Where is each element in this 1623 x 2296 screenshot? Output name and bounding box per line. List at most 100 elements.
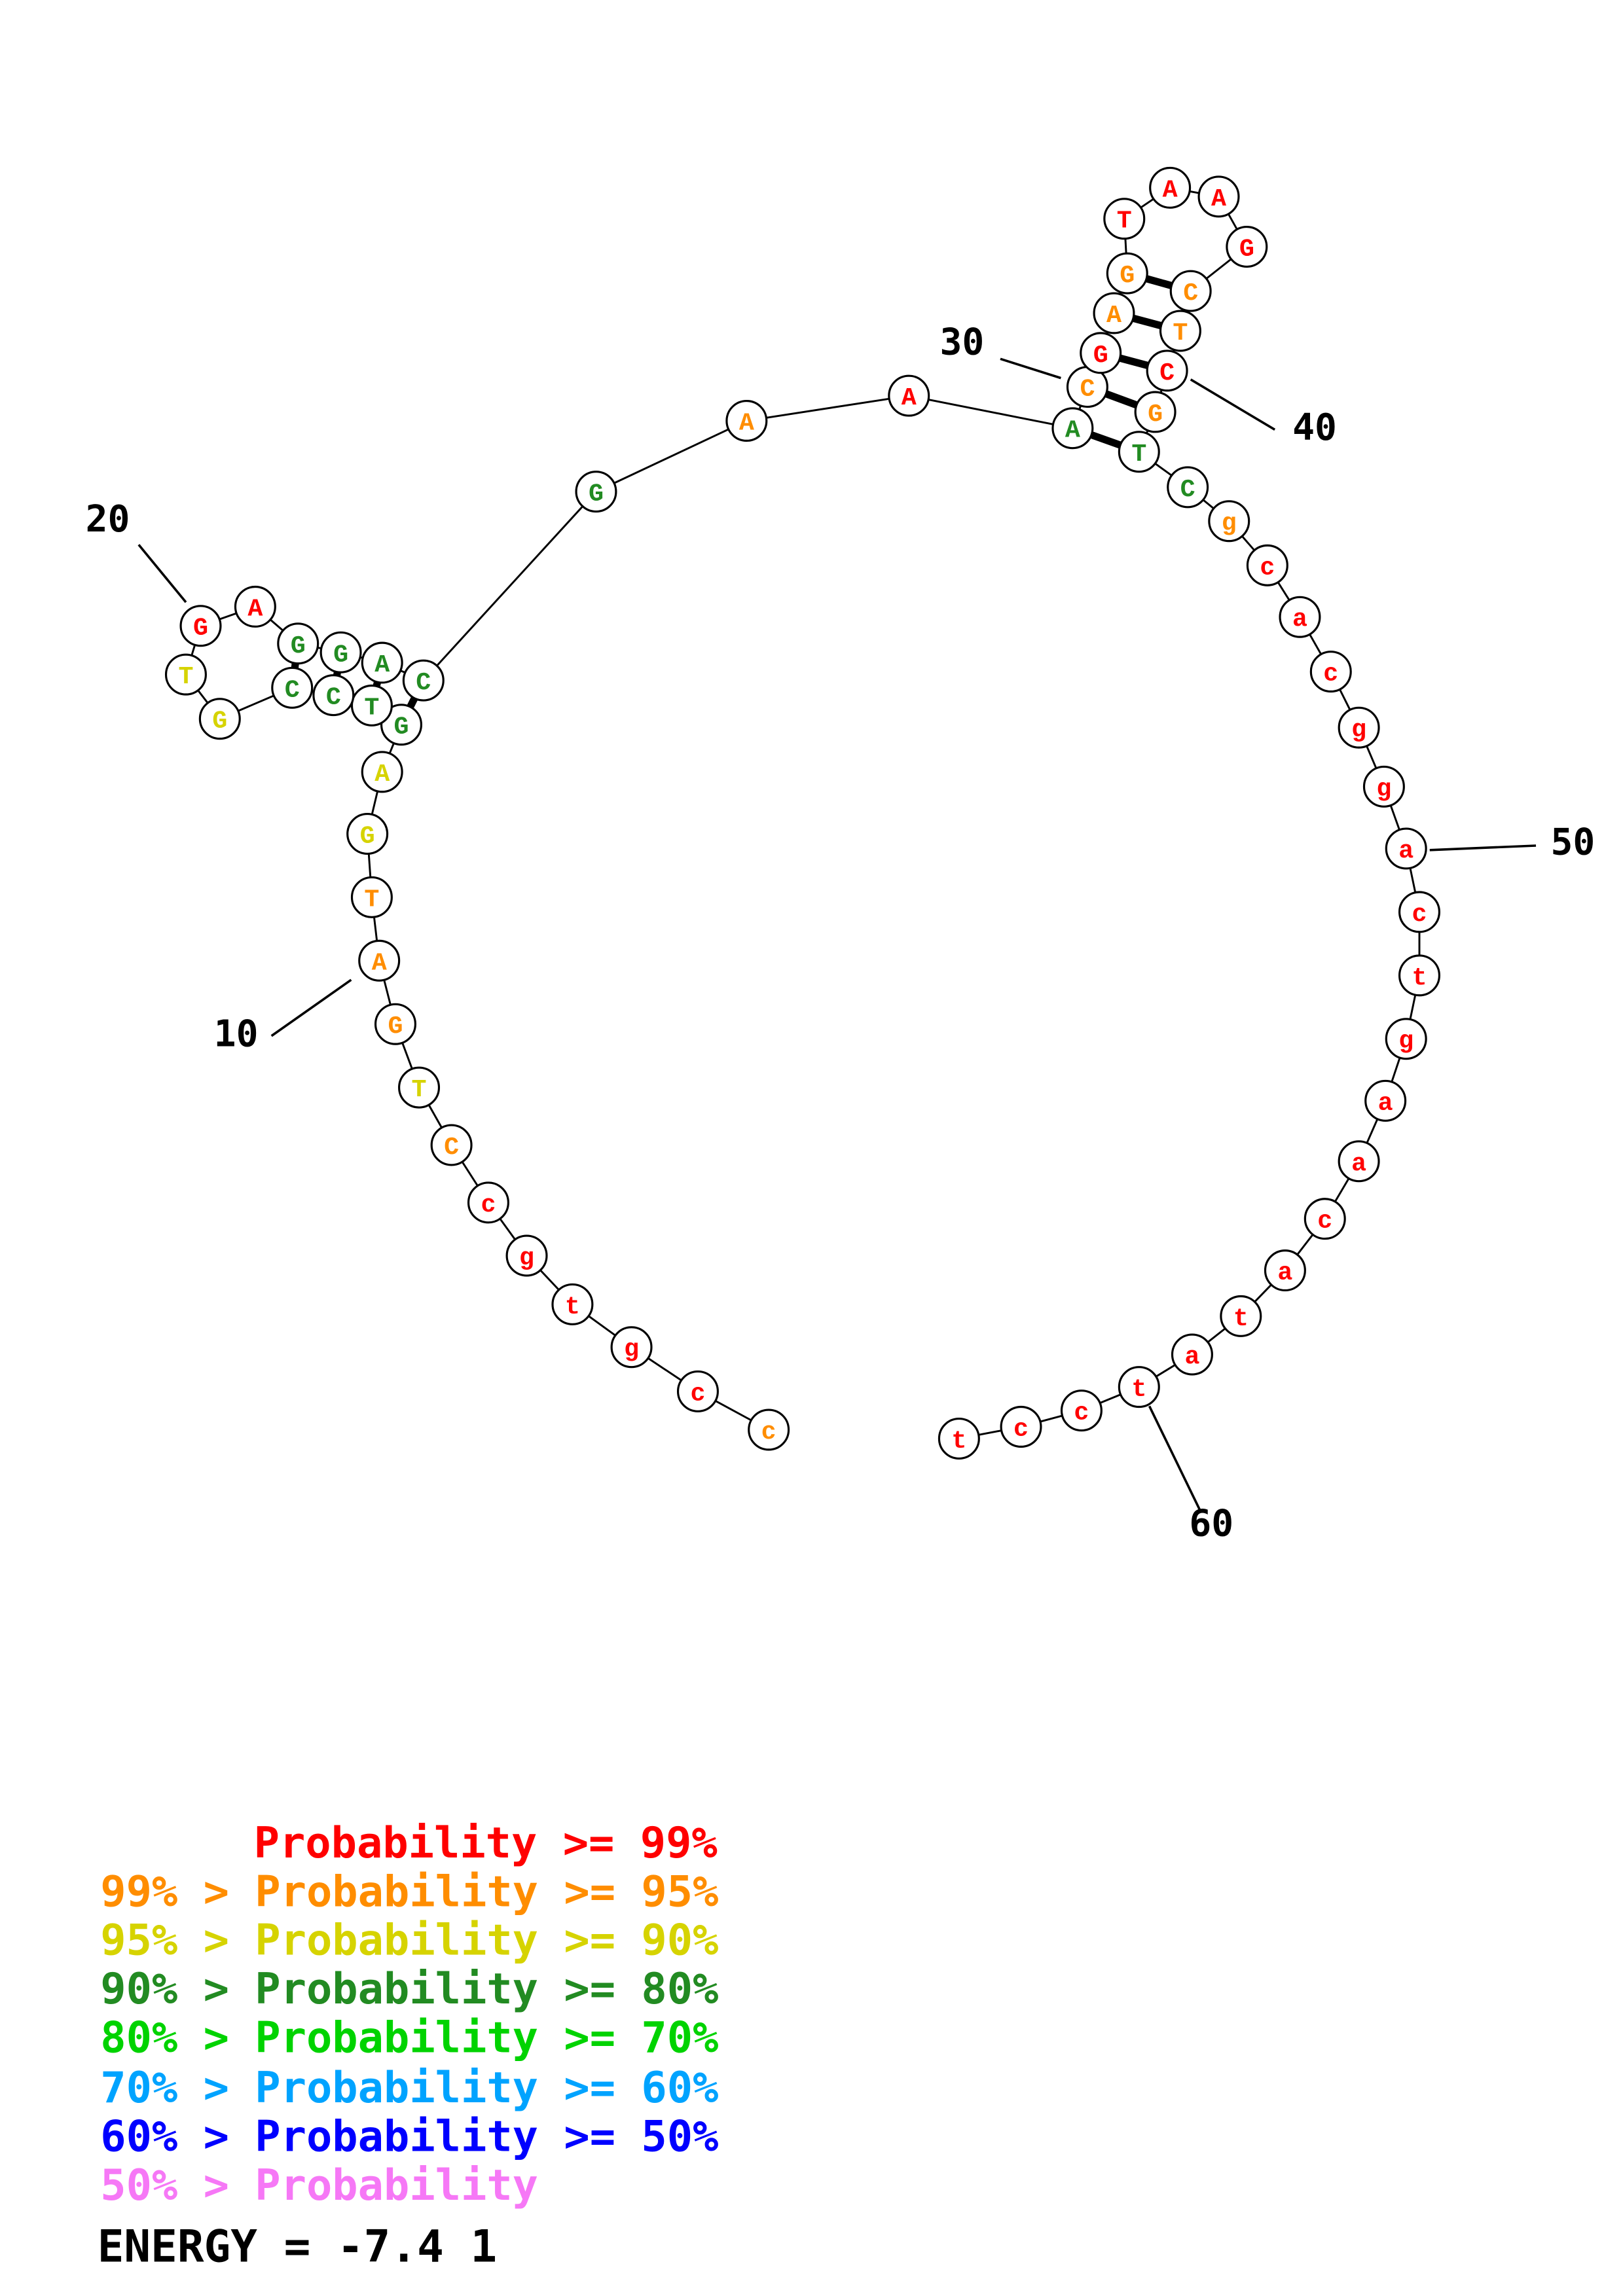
legend-line-90: 95% > Probability >= 90% [100,1916,718,1965]
nucleotide-circle [1060,1390,1103,1432]
nucleotide-base: g [624,1335,639,1364]
nucleotide-base: c [761,1418,776,1446]
nucleotide-circle [1169,270,1212,312]
nucleotide-base: a [1292,605,1307,634]
nucleotide-base: a [1378,1088,1393,1117]
nucleotide-circle [271,666,314,709]
position-label-line [137,544,187,603]
nucleotide-circle [1385,827,1427,870]
nucleotide-base: A [372,948,387,977]
nucleotide-circle [1304,1198,1346,1240]
nucleotide-base: c [1013,1414,1029,1443]
nucleotide-circle [1146,350,1188,392]
position-label: 20 [86,498,130,541]
nucleotide-circle [1246,544,1288,586]
nucleotide-circle [1362,765,1405,808]
nucleotide-base: a [1277,1259,1292,1287]
position-label: 40 [1292,406,1337,449]
nucleotide-base: C [285,675,300,704]
nucleotide-circle [1398,891,1440,933]
nucleotide-circle [1167,466,1209,509]
nucleotide-circle [748,1408,790,1451]
nucleotide-base: A [739,408,754,437]
nucleotide-circle [1264,1249,1306,1292]
nucleotide-circle [1364,1079,1407,1122]
backbone-segment [908,395,1073,429]
nucleotide-base: c [1074,1399,1089,1427]
nucleotide-base: G [212,707,227,736]
nucleotide-circle [467,1181,509,1224]
nucleotide-circle [1118,1366,1160,1408]
nucleotide-circle [1093,292,1135,334]
position-label-line [1429,844,1537,852]
nucleotide-circle [1118,431,1160,473]
nucleotide-circle [1338,1140,1380,1183]
nucleotide-circle [319,631,362,673]
position-label-line [1000,357,1061,380]
nucleotide-base: c [481,1191,496,1219]
nucleotide-circle [1220,1295,1262,1337]
nucleotide-base: t [1131,1375,1146,1404]
nucleotide-circle [1226,226,1268,268]
nucleotide-circle [551,1283,594,1325]
nucleotide-circle [1208,500,1250,543]
nucleotide-base: T [1131,440,1146,469]
backbone-segment [422,491,597,681]
legend-line-60: 70% > Probability >= 60% [100,2063,718,2113]
nucleotide-base: T [1117,207,1132,236]
nucleotide-base: a [1184,1342,1199,1371]
nucleotide-circle [398,1066,441,1109]
nucleotide-circle [610,1326,653,1369]
nucleotide-base: C [326,683,341,712]
nucleotide-circle [179,605,222,647]
nucleotide-circle [1279,596,1321,638]
nucleotide-base: g [1398,1027,1413,1056]
nucleotide-circle [277,622,319,665]
nucleotide-base: T [412,1075,427,1104]
nucleotide-base: c [1317,1207,1332,1236]
nucleotide-base: T [364,693,379,722]
position-label-line [1190,378,1276,431]
nucleotide-base: A [1065,416,1080,445]
nucleotide-base: G [360,821,375,850]
nucleotide-circle [1398,954,1440,997]
nucleotide-base: C [1180,475,1195,504]
backbone-segment [746,395,909,422]
nucleotide-base: c [1260,553,1275,582]
nucleotide-base: T [364,885,379,914]
nucleotide-circle [1106,252,1148,295]
nucleotide-base: a [1351,1149,1366,1178]
nucleotide-base: t [951,1426,966,1455]
nucleotide-circle [361,641,403,684]
nucleotide-base: C [1159,359,1175,387]
position-label: 60 [1189,1503,1233,1545]
nucleotide-circle [1134,391,1176,433]
nucleotide-base: G [1148,400,1163,429]
legend-line-50: 60% > Probability >= 50% [100,2111,718,2161]
nucleotide-base: g [519,1244,534,1272]
nucleotide-circle [505,1234,548,1277]
nucleotide-circle [1338,706,1380,749]
nucleotide-base: G [393,713,409,742]
nucleotide-base: t [1412,963,1427,992]
nucleotide-base: C [1183,279,1198,308]
position-label-line [1148,1405,1201,1510]
position-label: 10 [214,1013,259,1055]
nucleotide-circle [358,939,401,982]
nucleotide-base: g [1222,509,1237,538]
position-label: 50 [1550,821,1595,864]
position-label-line [270,978,352,1037]
nucleotide-circle [1309,651,1352,693]
nucleotide-base: t [565,1292,580,1321]
nucleotide-circle [888,374,930,417]
nucleotide-base: A [1211,185,1226,213]
nucleotide-base: A [1106,301,1122,330]
energy-text: ENERGY = -7.4 1 [98,2220,497,2272]
nucleotide-circle [350,876,393,918]
nucleotide-base: T [1173,319,1188,348]
nucleotide-base: g [1351,715,1366,744]
legend-line-99: Probability >= 99% [254,1818,718,1868]
nucleotide-base: C [444,1133,459,1162]
